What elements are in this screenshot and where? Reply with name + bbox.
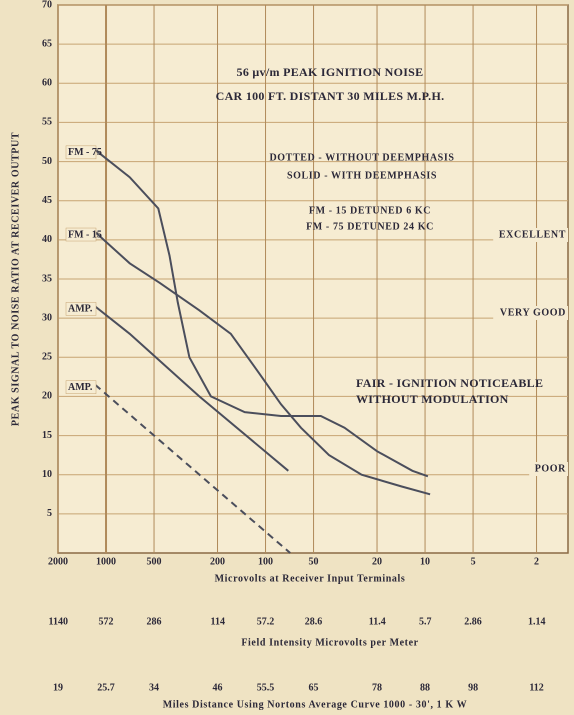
annotation: WITHOUT MODULATION <box>356 392 509 406</box>
annotation: FAIR - IGNITION NOTICEABLE <box>356 376 543 390</box>
x-tick-label: 500 <box>147 556 162 567</box>
y-tick-label: 15 <box>42 430 52 441</box>
x-tick-label: 20 <box>372 556 382 567</box>
x2-tick-label: 11.4 <box>369 616 386 627</box>
series-label: AMP. <box>68 382 93 393</box>
y-tick-label: 45 <box>42 195 52 206</box>
x-tick-label: 5 <box>471 556 476 567</box>
y-tick-label: 10 <box>42 469 52 480</box>
series-label-bg <box>65 302 97 316</box>
annotation: 56 μv/m PEAK IGNITION NOISE <box>237 65 424 79</box>
x-tick-label: 1000 <box>96 556 116 567</box>
rating-label-bg <box>529 462 568 476</box>
series-line <box>94 149 429 478</box>
x-tick-label: 2 <box>534 556 539 567</box>
y-tick-label: 60 <box>42 78 52 89</box>
x3-tick-label: 34 <box>149 682 159 693</box>
x2-tick-label: 57.2 <box>257 616 275 627</box>
x-tick-label: 2000 <box>48 556 68 567</box>
y-tick-label: 55 <box>42 117 52 128</box>
x2-tick-label: 114 <box>211 616 225 627</box>
series-label-bg <box>65 227 97 242</box>
rating-label-bg <box>493 228 568 242</box>
annotation: FM - 75 DETUNED 24 KC <box>306 221 434 232</box>
annotation: CAR 100 FT. DISTANT 30 MILES M.P.H. <box>216 89 445 103</box>
annotation: DOTTED - WITHOUT DEEMPHASIS <box>269 152 454 163</box>
x3-tick-label: 98 <box>468 682 478 693</box>
x2-tick-label: 5.7 <box>419 616 432 627</box>
rating-label-bg <box>493 306 568 320</box>
x3-tick-label: 19 <box>53 682 63 693</box>
x3-tick-label: 88 <box>420 682 430 693</box>
series-line <box>94 383 291 554</box>
x-tick-label: 10 <box>420 556 430 567</box>
x3-tick-label: 25.7 <box>97 682 115 693</box>
x2-tick-label: 572 <box>99 616 114 627</box>
y-tick-label: 25 <box>42 352 52 363</box>
y-tick-label: 70 <box>42 0 52 10</box>
series-label: AMP. <box>68 304 93 315</box>
x2-axis-label: Field Intensity Microvolts per Meter <box>241 637 418 648</box>
x3-tick-label: 112 <box>529 682 543 693</box>
series-line <box>94 231 431 496</box>
x-axis-label: Microvolts at Receiver Input Terminals <box>215 573 406 584</box>
annotation: VERY GOOD <box>500 307 566 318</box>
y-tick-label: 30 <box>42 312 52 323</box>
series-label: FM - 75 <box>68 147 102 158</box>
y-axis-label: PEAK SIGNAL TO NOISE RATIO AT RECEIVER O… <box>10 132 21 426</box>
x3-tick-label: 46 <box>213 682 223 693</box>
annotation: FM - 15 DETUNED 6 KC <box>309 205 431 216</box>
y-tick-label: 65 <box>42 38 52 49</box>
x-tick-label: 200 <box>210 556 225 567</box>
x2-tick-label: 1140 <box>49 616 68 627</box>
series-label-bg <box>65 380 97 394</box>
x3-tick-label: 65 <box>309 682 319 693</box>
annotation: EXCELLENT <box>499 229 566 240</box>
y-tick-label: 40 <box>42 234 52 245</box>
y-tick-label: 35 <box>42 273 52 284</box>
y-tick-label: 50 <box>42 156 52 167</box>
series-line <box>94 305 289 472</box>
x3-tick-label: 78 <box>372 682 382 693</box>
x3-tick-label: 55.5 <box>257 682 275 693</box>
annotation: SOLID - WITH DEEMPHASIS <box>287 170 437 181</box>
x2-tick-label: 28.6 <box>305 616 323 627</box>
x2-tick-label: 1.14 <box>528 616 546 627</box>
series-label: FM - 15 <box>68 229 102 240</box>
x-tick-label: 100 <box>258 556 273 567</box>
x2-tick-label: 286 <box>147 616 162 627</box>
series-label-bg <box>65 145 97 160</box>
y-tick-label: 5 <box>47 508 52 519</box>
x2-tick-label: 2.86 <box>464 616 482 627</box>
x3-axis-label: Miles Distance Using Nortons Average Cur… <box>163 699 468 710</box>
annotation: POOR <box>535 463 566 474</box>
x-tick-label: 50 <box>309 556 319 567</box>
y-tick-label: 20 <box>42 391 52 402</box>
